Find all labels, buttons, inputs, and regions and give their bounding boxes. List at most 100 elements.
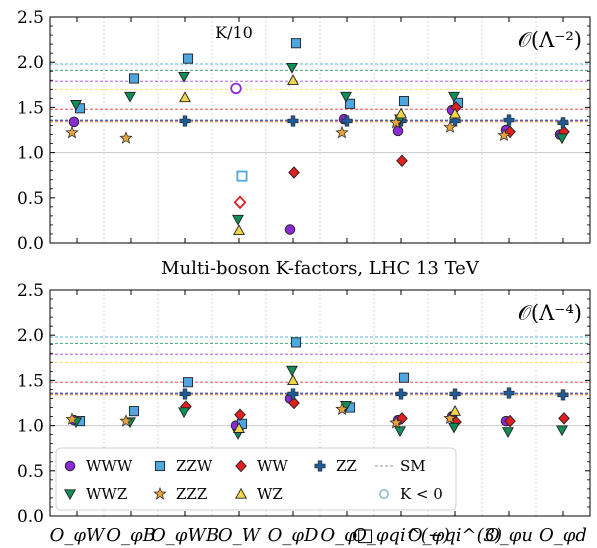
point-zzw: [290, 38, 302, 49]
legend-label: WZ: [257, 485, 283, 503]
point-wz: [233, 422, 245, 433]
legend-label: WWW: [86, 457, 133, 475]
x-tick-label: O_φqi^(3): [408, 525, 502, 546]
y-tick-label: 1.0: [17, 417, 44, 437]
point-zz: [287, 388, 299, 400]
point-zzw: [128, 406, 140, 417]
point-wwz: [286, 365, 298, 377]
legend-label: SM: [400, 457, 426, 475]
x-tick-label: O_φd: [539, 525, 587, 546]
point-zz: [557, 389, 569, 401]
point-zzz: [389, 415, 403, 429]
point-www: [68, 116, 80, 128]
x-tick-label: O_φ□: [320, 525, 373, 546]
plot-frame: [49, 16, 591, 244]
x-tick-label: O_φW: [50, 525, 106, 546]
point-wwz: [556, 425, 568, 437]
point-wwz: [340, 91, 352, 103]
point-zzw: [236, 170, 248, 182]
point-wwz: [394, 426, 406, 438]
point-wwz: [232, 214, 244, 226]
point-www: [230, 82, 242, 95]
point-wwz: [124, 91, 136, 103]
point-zz: [341, 115, 353, 127]
legend-marker-zz: [314, 460, 326, 472]
legend-marker-www: [64, 460, 76, 472]
point-zz: [179, 115, 191, 127]
panel-label: 𝒪(Λ⁻⁴): [518, 301, 582, 325]
point-zzw: [344, 98, 356, 109]
x-tick-label: O_φqi^(−): [352, 525, 450, 546]
y-tick-label: 1.5: [17, 371, 44, 391]
point-zz: [287, 115, 299, 127]
point-www: [284, 224, 296, 235]
point-zzz: [65, 125, 79, 139]
x-tick-label: O_φWB: [151, 525, 219, 546]
y-tick-label: 0.5: [17, 189, 44, 209]
point-wwz: [178, 407, 190, 419]
point-wz: [395, 107, 407, 119]
point-zz: [179, 388, 191, 400]
point-wwz: [178, 72, 190, 83]
y-tick-label: 2.0: [17, 326, 44, 346]
point-ww: [288, 166, 300, 179]
y-tick-label: 0.0: [17, 234, 44, 254]
point-wwz: [502, 427, 514, 439]
point-zzw: [398, 96, 410, 107]
point-zzw: [398, 372, 410, 383]
point-zzz: [497, 128, 511, 142]
point-zz: [449, 388, 461, 400]
x-tick-label: O_φD: [268, 525, 319, 546]
point-ww: [504, 414, 516, 428]
legend-marker-k-0: [379, 489, 389, 499]
point-wwz: [70, 100, 82, 111]
point-zz: [557, 117, 569, 129]
point-ww: [288, 396, 300, 410]
point-zzz: [65, 412, 79, 425]
legend-label: ZZW: [176, 457, 213, 475]
point-ww: [234, 408, 246, 422]
plot-frame: [49, 289, 591, 517]
point-zz: [395, 388, 407, 400]
point-wwz: [448, 422, 460, 434]
y-tick-label: 1.0: [17, 144, 44, 164]
point-zzz: [119, 414, 133, 427]
legend-label: ZZZ: [176, 485, 207, 503]
x-tick-label: O_φu: [485, 525, 533, 546]
point-wwz: [556, 133, 568, 145]
point-zz: [503, 114, 515, 126]
point-wz: [233, 224, 245, 235]
annotation-k-over-10: K/10: [215, 23, 253, 42]
legend-label: WWZ: [86, 485, 127, 503]
y-tick-label: 2.0: [17, 53, 44, 73]
legend-label: ZZ: [336, 457, 357, 475]
x-tick-label: O_W: [218, 525, 262, 546]
point-wz: [287, 74, 299, 85]
point-zzz: [443, 411, 457, 424]
point-wwz: [286, 62, 298, 74]
legend-label: K < 0: [400, 485, 443, 503]
panel-1: 0.0 0.5 1.0 1.5 2.0 2.5 𝒪(Λ⁻²) K/10: [17, 8, 591, 254]
point-zzz: [335, 402, 349, 415]
point-wz: [449, 107, 461, 119]
point-zzw: [290, 337, 302, 348]
point-wz: [449, 405, 461, 416]
legend-marker-ww: [235, 459, 247, 473]
point-ww: [396, 154, 408, 167]
legend-marker-zzz: [153, 487, 167, 500]
point-zzz: [335, 125, 349, 139]
point-wz: [287, 374, 299, 386]
point-wwz: [448, 91, 460, 103]
legend-marker-wwz: [64, 489, 76, 501]
point-zzz: [389, 115, 403, 129]
point-www: [392, 125, 404, 137]
point-ww: [558, 412, 570, 425]
legend-marker-wz: [235, 487, 247, 499]
y-tick-label: 2.5: [17, 8, 44, 28]
y-tick-label: 0.5: [17, 462, 44, 482]
point-zz: [503, 387, 515, 399]
figure-title: Multi-boson K-factors, LHC 13 TeV: [161, 258, 480, 279]
point-zzw: [182, 377, 194, 388]
point-zzz: [443, 120, 457, 133]
